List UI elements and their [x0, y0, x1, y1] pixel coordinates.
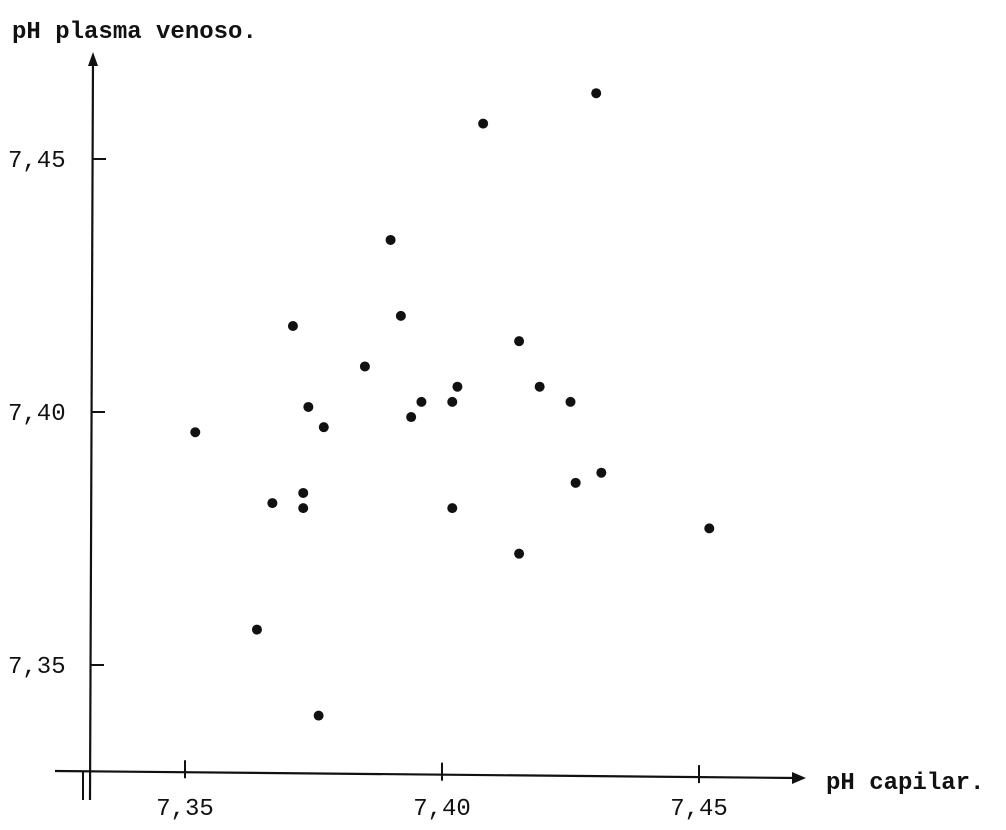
- data-point: [514, 548, 525, 559]
- data-point: [190, 427, 201, 438]
- data-point: [298, 503, 309, 514]
- data-point: [359, 361, 370, 372]
- data-point: [447, 396, 458, 407]
- y-tick-label: 7,45: [8, 148, 66, 175]
- data-point: [313, 710, 324, 721]
- data-point: [385, 234, 396, 245]
- data-point: [447, 503, 458, 514]
- data-point: [395, 310, 406, 321]
- data-point: [534, 381, 545, 392]
- y-axis-arrow-icon: [88, 52, 98, 66]
- y-tick-label: 7,35: [8, 654, 66, 681]
- data-point: [478, 118, 489, 129]
- data-point: [704, 523, 715, 534]
- data-point: [596, 467, 607, 478]
- x-axis-title: pH capilar.: [826, 770, 984, 797]
- x-ticks: 7,35 7,40 7,45: [82, 760, 728, 823]
- x-axis-line: [54, 769, 797, 780]
- x-tick-label: 7,45: [670, 796, 728, 823]
- data-point: [267, 498, 278, 509]
- data-point: [287, 320, 298, 331]
- data-point: [591, 88, 602, 99]
- data-points: [190, 88, 715, 721]
- data-point: [514, 336, 525, 347]
- data-point: [303, 401, 314, 412]
- y-tick-label: 7,40: [8, 401, 66, 428]
- x-axis-arrow-icon: [792, 772, 806, 784]
- y-ticks: 7,35 7,40 7,45: [8, 148, 107, 681]
- data-point: [565, 396, 576, 407]
- data-point: [452, 381, 463, 392]
- data-point: [406, 412, 417, 423]
- y-axis-line: [88, 57, 95, 801]
- data-point: [298, 487, 309, 498]
- data-point: [318, 422, 329, 433]
- y-axis-title: pH plasma venoso.: [12, 19, 257, 46]
- data-point: [251, 624, 262, 635]
- data-point: [570, 477, 581, 488]
- x-tick-label: 7,35: [156, 796, 214, 823]
- data-point: [416, 396, 427, 407]
- x-tick-label: 7,40: [413, 796, 471, 823]
